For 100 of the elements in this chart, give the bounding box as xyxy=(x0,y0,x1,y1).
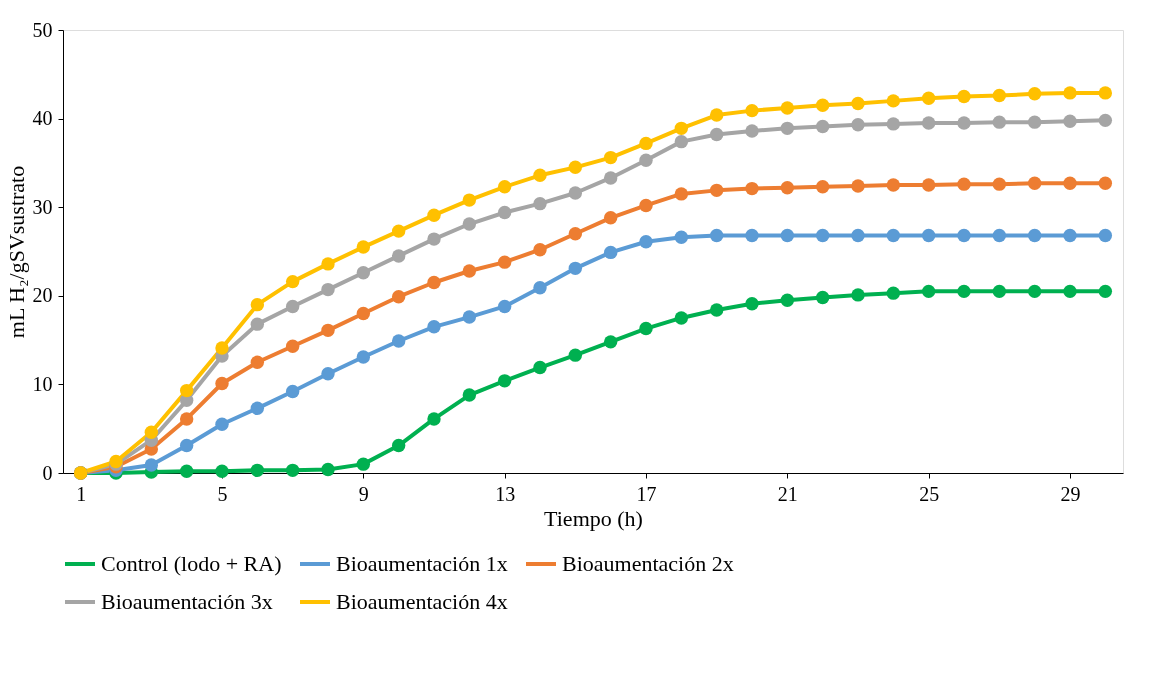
point xyxy=(709,127,724,142)
point xyxy=(568,160,583,175)
point xyxy=(992,115,1007,129)
point xyxy=(745,103,759,118)
point xyxy=(321,257,335,271)
point xyxy=(144,425,159,439)
point xyxy=(497,180,512,194)
point xyxy=(674,311,689,325)
point xyxy=(639,136,653,151)
point xyxy=(1027,228,1042,243)
point xyxy=(674,121,689,136)
point xyxy=(1063,176,1077,190)
point xyxy=(1063,228,1077,243)
point xyxy=(921,228,936,243)
point xyxy=(709,183,724,198)
point xyxy=(391,334,406,348)
point xyxy=(674,134,689,149)
legend-label: Control (lodo + RA) xyxy=(101,551,282,576)
point xyxy=(462,264,477,278)
point xyxy=(957,284,971,299)
point xyxy=(427,232,441,246)
point xyxy=(815,98,830,112)
point xyxy=(568,261,583,276)
point xyxy=(921,284,936,299)
y-tick-label: 20 xyxy=(32,284,53,307)
point xyxy=(603,245,618,260)
point xyxy=(1098,228,1113,243)
point xyxy=(815,119,830,134)
point xyxy=(215,376,229,391)
point xyxy=(709,303,724,317)
point xyxy=(851,118,865,132)
point xyxy=(215,464,229,478)
point xyxy=(179,412,194,426)
point xyxy=(851,96,865,111)
point xyxy=(427,208,441,222)
point xyxy=(603,335,618,349)
point xyxy=(356,266,371,280)
point xyxy=(815,180,830,194)
point xyxy=(1027,87,1042,101)
y-tick-label: 0 xyxy=(42,461,53,484)
legend-label: Bioaumentación 4x xyxy=(336,589,508,614)
x-tick-label: 9 xyxy=(358,482,369,505)
point xyxy=(745,228,759,243)
point xyxy=(321,323,335,338)
point xyxy=(321,282,335,297)
point xyxy=(674,187,689,201)
point xyxy=(497,299,512,314)
point xyxy=(179,383,194,398)
point xyxy=(957,228,971,243)
y-tick-label: 30 xyxy=(32,195,53,218)
point xyxy=(1098,284,1113,299)
point xyxy=(603,211,618,225)
point xyxy=(1098,176,1113,190)
point xyxy=(1063,114,1077,128)
x-tick-label: 1 xyxy=(76,482,87,505)
point xyxy=(250,463,265,478)
y-axis-title: mL H₂/gSVsustrato xyxy=(3,165,29,339)
point xyxy=(957,116,971,130)
point xyxy=(533,360,547,375)
point xyxy=(391,438,406,453)
point xyxy=(957,89,971,104)
point xyxy=(250,355,265,369)
point xyxy=(356,240,371,254)
point xyxy=(815,228,830,243)
point xyxy=(992,284,1007,299)
point xyxy=(285,463,300,478)
point xyxy=(603,150,618,165)
point xyxy=(568,186,583,200)
x-tick-label: 17 xyxy=(636,482,657,505)
point xyxy=(1098,113,1113,128)
point xyxy=(1027,284,1042,299)
point xyxy=(992,177,1007,191)
point xyxy=(851,179,865,193)
point xyxy=(886,228,901,243)
y-tick-label: 40 xyxy=(32,107,53,130)
x-tick-label: 13 xyxy=(495,482,516,505)
point xyxy=(427,320,441,334)
point xyxy=(639,321,653,336)
point xyxy=(1063,284,1077,299)
point xyxy=(356,350,371,364)
point xyxy=(497,374,512,388)
point xyxy=(921,91,936,105)
point xyxy=(921,116,936,130)
x-tick-label: 29 xyxy=(1060,482,1081,505)
point xyxy=(462,217,477,231)
point xyxy=(921,178,936,192)
point xyxy=(250,317,265,331)
point xyxy=(815,290,830,305)
point xyxy=(427,412,441,426)
point xyxy=(886,117,901,131)
point xyxy=(497,255,512,269)
point xyxy=(1027,115,1042,129)
y-tick-label: 50 xyxy=(32,18,53,41)
point xyxy=(285,299,300,314)
point xyxy=(992,228,1007,243)
point xyxy=(745,297,759,311)
point xyxy=(215,341,229,355)
point xyxy=(780,101,795,115)
point xyxy=(603,171,618,185)
point xyxy=(886,286,901,300)
